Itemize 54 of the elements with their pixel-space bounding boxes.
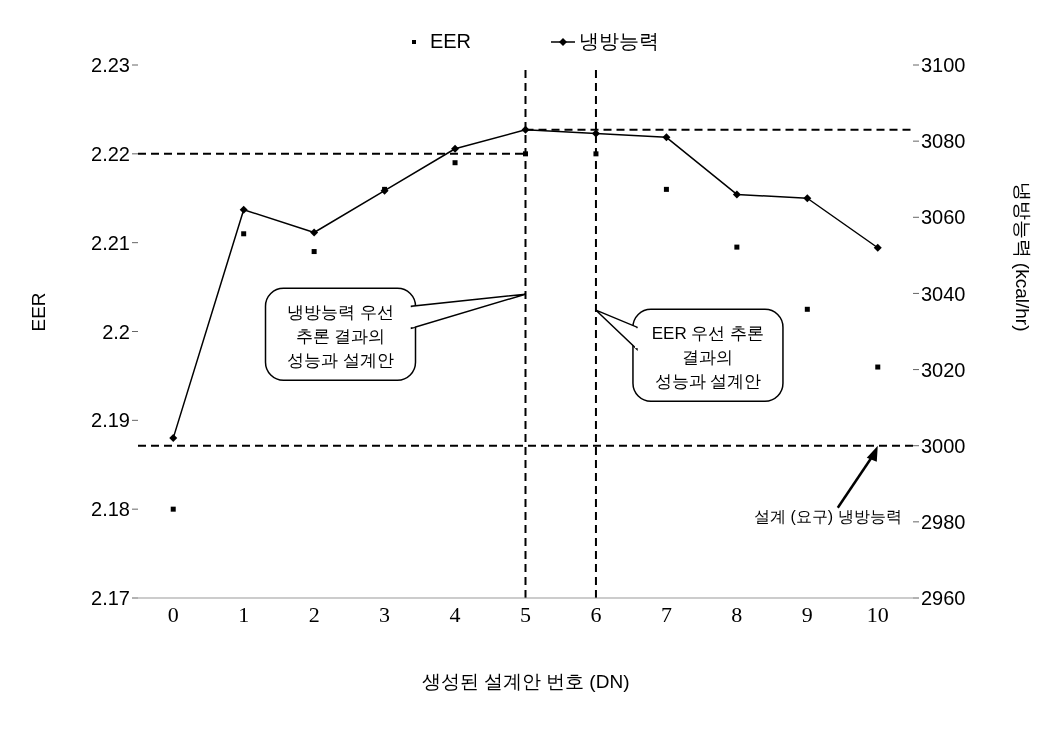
y2-tick-label: 3100: [921, 54, 966, 77]
point: [523, 151, 528, 157]
y2-axis-title: 냉방능력 (kcal/hr): [1012, 181, 1034, 332]
y2-tick-label: 3060: [921, 206, 966, 229]
y2-tick-label: 3080: [921, 130, 966, 153]
y-tick-label: 2.23: [91, 54, 130, 77]
point: [170, 506, 176, 512]
point: [873, 243, 882, 252]
point: [593, 151, 599, 157]
point: [311, 249, 317, 255]
y-tick-label: 2.18: [91, 498, 130, 521]
x-tick-label: 10: [866, 601, 889, 627]
x-tick-label: 5: [520, 601, 531, 627]
annotation: 설계 (요구) 냉방능력: [754, 507, 902, 525]
point: [662, 133, 671, 142]
point: [591, 129, 600, 138]
x-axis-title: 생성된 설계안 번호 (DN): [421, 671, 630, 692]
legend-label: 냉방능력: [579, 29, 660, 54]
x-tick-label: 6: [590, 601, 602, 627]
y2-tick-label: 2960: [921, 587, 966, 610]
y2-tick-label: 3020: [921, 358, 966, 381]
legend-label: EER: [429, 30, 472, 53]
point: [452, 160, 458, 166]
y-tick-label: 2.21: [91, 231, 130, 254]
point: [803, 194, 812, 203]
y-tick-label: 2.2: [102, 320, 130, 343]
y-axis-title: EER: [27, 292, 49, 332]
point: [169, 434, 178, 443]
point: [521, 125, 530, 134]
point: [804, 306, 810, 312]
x-tick-label: 0: [167, 601, 179, 627]
y2-tick-label: 3040: [921, 282, 966, 305]
point: [732, 190, 741, 199]
x-tick-label: 7: [660, 601, 672, 627]
y2-tick-label: 3000: [921, 434, 966, 457]
x-tick-label: 3: [379, 601, 391, 627]
point: [734, 244, 740, 250]
annotation: EER 우선 추론 결과의 성능과 설계안: [651, 324, 765, 392]
y-tick-label: 2.22: [91, 142, 130, 165]
point: [451, 144, 460, 153]
point: [310, 228, 319, 237]
point: [241, 231, 247, 237]
point: [875, 364, 881, 370]
point: [239, 205, 248, 214]
x-tick-label: 2: [308, 601, 320, 627]
y-tick-label: 2.19: [91, 409, 130, 432]
point: [663, 186, 669, 192]
x-tick-label: 9: [801, 601, 813, 627]
x-tick-label: 4: [449, 601, 461, 627]
y-tick-label: 2.17: [91, 587, 130, 610]
x-tick-label: 8: [731, 601, 743, 627]
x-tick-label: 1: [238, 601, 250, 627]
annotation: 냉방능력 우선 추론 결과의 성능과 설계안: [287, 303, 394, 371]
y2-tick-label: 2980: [921, 510, 966, 533]
